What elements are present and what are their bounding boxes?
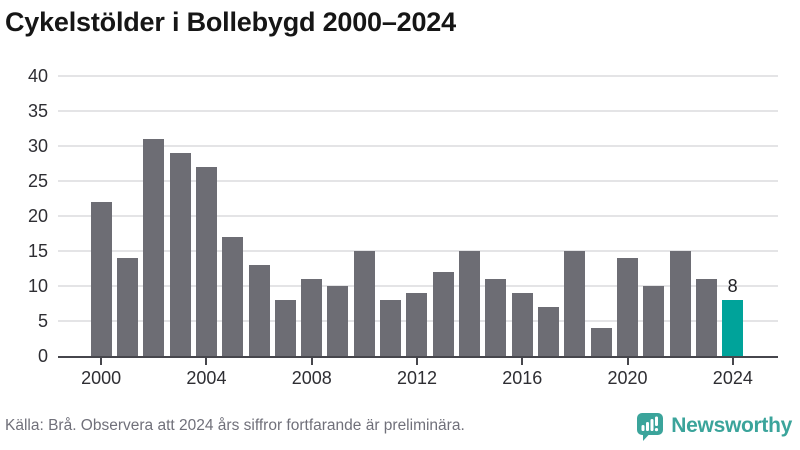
footer: Källa: Brå. Observera att 2024 års siffr…	[0, 410, 800, 450]
x-tick-mark	[626, 358, 629, 365]
bar-2004	[195, 167, 217, 356]
x-tick-label: 2012	[396, 368, 438, 388]
bar-slot-2009	[325, 76, 351, 356]
bar-2007	[274, 300, 296, 356]
gridline	[58, 180, 778, 182]
x-axis: 2000 2004 2008 2012 2016 2020 2024	[58, 358, 778, 394]
bar-slot-2014	[456, 76, 482, 356]
y-tick-label: 30	[27, 136, 48, 156]
bar-2018	[564, 251, 586, 356]
bar-slot-2021	[641, 76, 667, 356]
bar-slot-2017	[535, 76, 561, 356]
chart-title: Cykelstölder i Bollebygd 2000–2024	[5, 7, 456, 37]
bar-chart: 0 5 10 15 20 25 30 35 40 8 2000 2004 2008 2012 2016 2…	[0, 67, 800, 394]
bar-slot-2020	[614, 76, 640, 356]
newsworthy-wordmark: Newsworthy	[671, 414, 792, 437]
bar-2003	[169, 153, 191, 356]
x-tick-label: 2016	[502, 368, 543, 388]
y-tick-label: 10	[27, 276, 48, 296]
bar-2019	[590, 328, 612, 356]
bar-2021	[643, 286, 665, 356]
x-tick-label: 2024	[712, 368, 753, 388]
y-tick-label: 15	[27, 241, 48, 261]
bar-slot-2018	[562, 76, 588, 356]
gridline	[58, 215, 778, 217]
bar-2022	[669, 251, 691, 356]
newsworthy-logo: Newsworthy	[635, 411, 792, 442]
bar-slot-2019	[588, 76, 614, 356]
y-tick-label: 0	[37, 346, 48, 366]
bar-2001	[116, 258, 138, 356]
bar-2020	[616, 258, 638, 356]
x-tick-mark	[416, 358, 418, 365]
bar-2013	[432, 272, 454, 356]
y-tick-label: 25	[27, 171, 48, 191]
y-axis-labels: 0 5 10 15 20 25 30 35 40	[0, 67, 48, 365]
y-tick-label: 35	[27, 101, 48, 121]
bar-slot-2006	[246, 76, 272, 356]
x-tick-mark	[521, 358, 524, 365]
gridline	[58, 285, 778, 287]
x-tick-label: 2020	[607, 368, 648, 388]
bar-2000	[90, 202, 112, 356]
x-tick-mark	[205, 358, 208, 365]
bar-slot-2000	[88, 76, 114, 356]
bar-2017	[537, 307, 559, 356]
x-tick-mark	[310, 358, 313, 365]
gridline	[58, 110, 778, 112]
bar-slot-2011	[377, 76, 403, 356]
bar-slot-2024: 8	[720, 76, 746, 356]
bar-2008	[301, 279, 323, 356]
bar-slot-2002	[141, 76, 167, 356]
bar-slot-2010	[351, 76, 377, 356]
bar-2005	[222, 237, 244, 356]
bar-slot-2007	[272, 76, 298, 356]
bar-2014	[459, 251, 481, 356]
bar-slot-2001	[114, 76, 140, 356]
gridline	[58, 250, 778, 252]
bar-slot-2003	[167, 76, 193, 356]
bar-2012	[406, 293, 428, 356]
bar-slot-2012	[404, 76, 430, 356]
bar-value-label: 8	[727, 276, 738, 296]
x-tick-label: 2004	[186, 368, 227, 388]
bar-2015	[485, 279, 507, 356]
x-tick-label: 2008	[291, 368, 332, 388]
bar-slot-2016	[509, 76, 535, 356]
y-tick-label: 5	[37, 311, 48, 331]
x-tick-label: 2000	[81, 368, 122, 388]
x-tick-mark	[100, 358, 103, 365]
bars-container: 8	[88, 76, 746, 356]
bar-slot-2005	[220, 76, 246, 356]
newsworthy-chart-bubble-icon	[637, 412, 664, 441]
bar-slot-2004	[193, 76, 219, 356]
bar-slot-2023	[693, 76, 719, 356]
source-note: Källa: Brå. Observera att 2024 års siffr…	[5, 417, 465, 434]
bar-slot-2022	[667, 76, 693, 356]
bar-2011	[380, 300, 402, 356]
gridline	[58, 145, 778, 147]
bar-2016	[511, 293, 533, 356]
bar-2006	[248, 265, 270, 356]
bar-slot-2015	[483, 76, 509, 356]
x-axis-ticks: 2000 2004 2008 2012 2016 2020 2024	[81, 358, 753, 394]
x-tick-mark	[731, 358, 734, 365]
bar-2010	[353, 251, 375, 356]
bar-2024	[722, 300, 744, 356]
bar-slot-2008	[299, 76, 325, 356]
plot-area: 0 5 10 15 20 25 30 35 40 8	[28, 67, 778, 365]
bar-slot-2013	[430, 76, 456, 356]
bar-2002	[143, 139, 165, 356]
gridline	[58, 75, 778, 77]
bar-2023	[695, 279, 717, 356]
bar-2009	[327, 286, 349, 356]
y-tick-label: 20	[27, 206, 48, 226]
y-tick-label: 40	[27, 66, 48, 86]
